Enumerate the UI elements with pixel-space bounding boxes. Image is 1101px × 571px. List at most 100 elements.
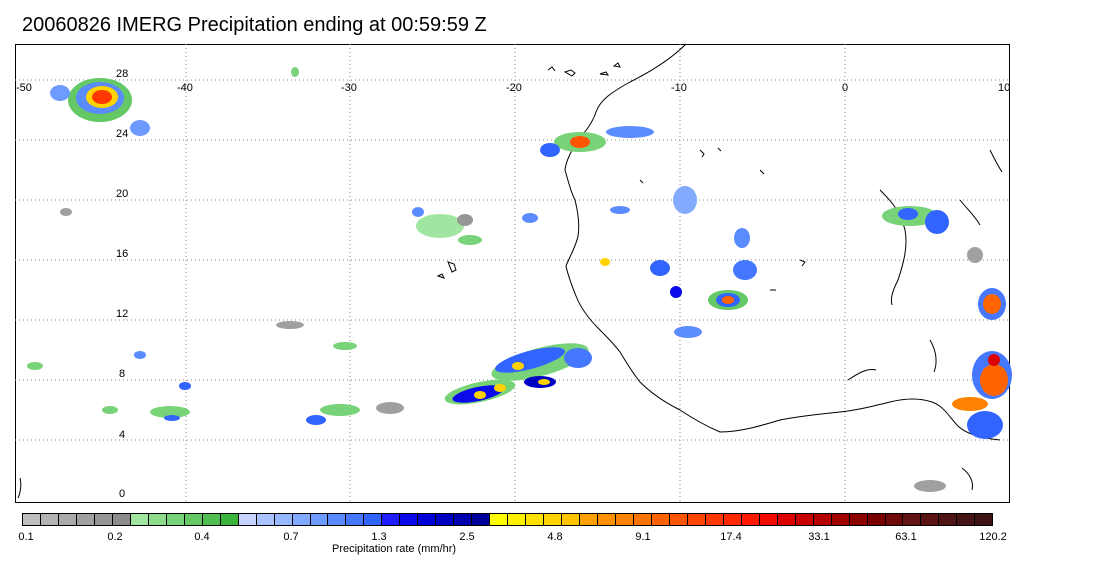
colorbar-swatch	[831, 514, 850, 525]
precip-cell	[27, 362, 43, 370]
colorbar-tick-label: 2.5	[459, 531, 475, 543]
colorbar-title: Precipitation rate (mm/hr)	[332, 543, 457, 555]
colorbar-swatch	[490, 514, 509, 525]
colorbar-swatch	[130, 514, 149, 525]
colorbar-swatch	[615, 514, 634, 525]
colorbar-swatch	[58, 514, 77, 525]
map-panel	[15, 44, 1010, 503]
colorbar-tick-label: 33.1	[808, 531, 830, 543]
precip-cell	[457, 214, 473, 226]
coastline	[17, 43, 1003, 499]
precip-cell	[952, 397, 988, 411]
precip-cell	[130, 120, 150, 136]
colorbar-tick-label: 4.8	[547, 531, 563, 543]
latitude-label: 4	[119, 429, 126, 441]
precip-cell	[610, 206, 630, 214]
colorbar-swatch	[526, 514, 545, 525]
colorbar-swatch	[94, 514, 113, 525]
colorbar-swatch	[669, 514, 688, 525]
colorbar-swatch	[274, 514, 293, 525]
colorbar-swatch	[238, 514, 257, 525]
colorbar-swatch	[777, 514, 796, 525]
precip-cell	[606, 126, 654, 138]
precip-cell	[980, 364, 1008, 396]
latitude-label: 16	[116, 248, 129, 260]
precip-cell	[412, 207, 424, 217]
precip-cell	[92, 90, 112, 104]
colorbar-swatch	[544, 514, 563, 525]
latitude-label: 20	[116, 188, 129, 200]
colorbar-swatch	[166, 514, 185, 525]
longitude-label: -10	[671, 82, 687, 94]
longitude-label: 0	[842, 82, 849, 94]
precip-cell	[102, 406, 118, 414]
precip-cell	[650, 260, 670, 276]
precip-cell	[600, 258, 610, 266]
colorbar-tick-label: 120.2	[979, 531, 1007, 543]
latitude-label: 24	[116, 128, 129, 140]
colorbar-swatch	[436, 514, 455, 525]
colorbar-swatch	[346, 514, 365, 525]
colorbar-swatch	[741, 514, 760, 525]
graticule	[15, 44, 1010, 503]
precip-cell	[898, 208, 918, 220]
colorbar-swatch	[112, 514, 131, 525]
colorbar-swatch	[508, 514, 527, 525]
colorbar-swatch	[580, 514, 598, 525]
precip-cell	[914, 480, 946, 492]
precip-cell	[134, 351, 146, 359]
longitude-label: -50	[16, 82, 32, 94]
precip-cell	[967, 411, 1003, 439]
precip-cell	[670, 286, 682, 298]
map-title: 20060826 IMERG Precipitation ending at 0…	[22, 14, 487, 36]
colorbar-swatch	[310, 514, 329, 525]
longitude-label: 10	[998, 82, 1011, 94]
colorbar-swatch	[40, 514, 59, 525]
colorbar-swatch	[562, 514, 581, 525]
colorbar-swatch	[472, 514, 491, 525]
colorbar-swatch	[220, 514, 239, 525]
precip-cell	[291, 67, 299, 77]
colorbar-swatch	[454, 514, 473, 525]
precip-cell	[722, 296, 734, 304]
precip-cell	[983, 294, 1001, 314]
precip-cell	[538, 379, 550, 385]
precip-cell	[494, 384, 506, 392]
colorbar-swatch	[975, 514, 993, 525]
precip-cell	[988, 354, 1000, 366]
colorbar-swatch	[202, 514, 221, 525]
colorbar-tick-label: 0.4	[194, 531, 210, 543]
precip-cell	[320, 404, 360, 416]
precip-cell	[540, 143, 560, 157]
precip-cell	[60, 208, 72, 216]
colorbar-swatch	[849, 514, 868, 525]
latitude-label: 8	[119, 368, 126, 380]
colorbar-swatch	[256, 514, 275, 525]
precip-cell	[164, 415, 180, 421]
colorbar-tick-label: 17.4	[720, 531, 742, 543]
colorbar-swatch	[885, 514, 904, 525]
latitude-label: 0	[119, 488, 126, 500]
precip-cell	[306, 415, 326, 425]
precip-cell	[673, 186, 697, 214]
precip-cell	[564, 348, 592, 368]
colorbar-swatch	[598, 514, 616, 525]
colorbar-swatch	[795, 514, 814, 525]
colorbar-swatch	[867, 514, 886, 525]
colorbar-swatch	[939, 514, 958, 525]
longitude-label: -20	[506, 82, 522, 94]
colorbar-tick-label: 9.1	[635, 531, 651, 543]
colorbar-tick-label: 63.1	[895, 531, 917, 543]
precip-cell	[925, 210, 949, 234]
precip-cell	[179, 382, 191, 390]
latitude-label: 12	[116, 308, 129, 320]
longitude-label: -40	[177, 82, 193, 94]
precip-cell	[733, 260, 757, 280]
colorbar-swatch	[651, 514, 670, 525]
colorbar-tick-label: 0.1	[18, 531, 34, 543]
colorbar-tick-label: 1.3	[371, 531, 387, 543]
colorbar-swatch	[400, 514, 419, 525]
precip-cell	[674, 326, 702, 338]
precip-cell	[50, 85, 70, 101]
colorbar-swatch	[148, 514, 167, 525]
